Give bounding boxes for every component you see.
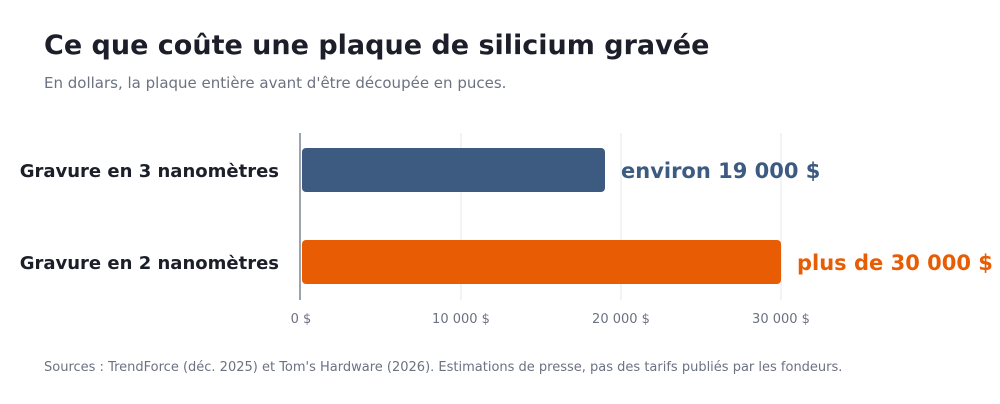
chart-subtitle: En dollars, la plaque entière avant d'êt… — [44, 74, 507, 92]
x-tick-label: 10 000 $ — [432, 312, 490, 327]
source-note: Sources : TrendForce (déc. 2025) et Tom'… — [44, 360, 843, 375]
x-tick-label: 30 000 $ — [752, 312, 810, 327]
category-label: Gravure en 3 nanomètres — [20, 161, 279, 182]
category-label: Gravure en 2 nanomètres — [20, 253, 279, 274]
chart-title: Ce que coûte une plaque de silicium grav… — [44, 30, 710, 61]
x-tick-label: 20 000 $ — [592, 312, 650, 327]
data-label: environ 19 000 $ — [621, 159, 820, 183]
bar — [302, 148, 605, 192]
x-tick-label: 0 $ — [291, 312, 312, 327]
data-label: plus de 30 000 $ — [797, 251, 993, 275]
bar — [302, 240, 781, 284]
